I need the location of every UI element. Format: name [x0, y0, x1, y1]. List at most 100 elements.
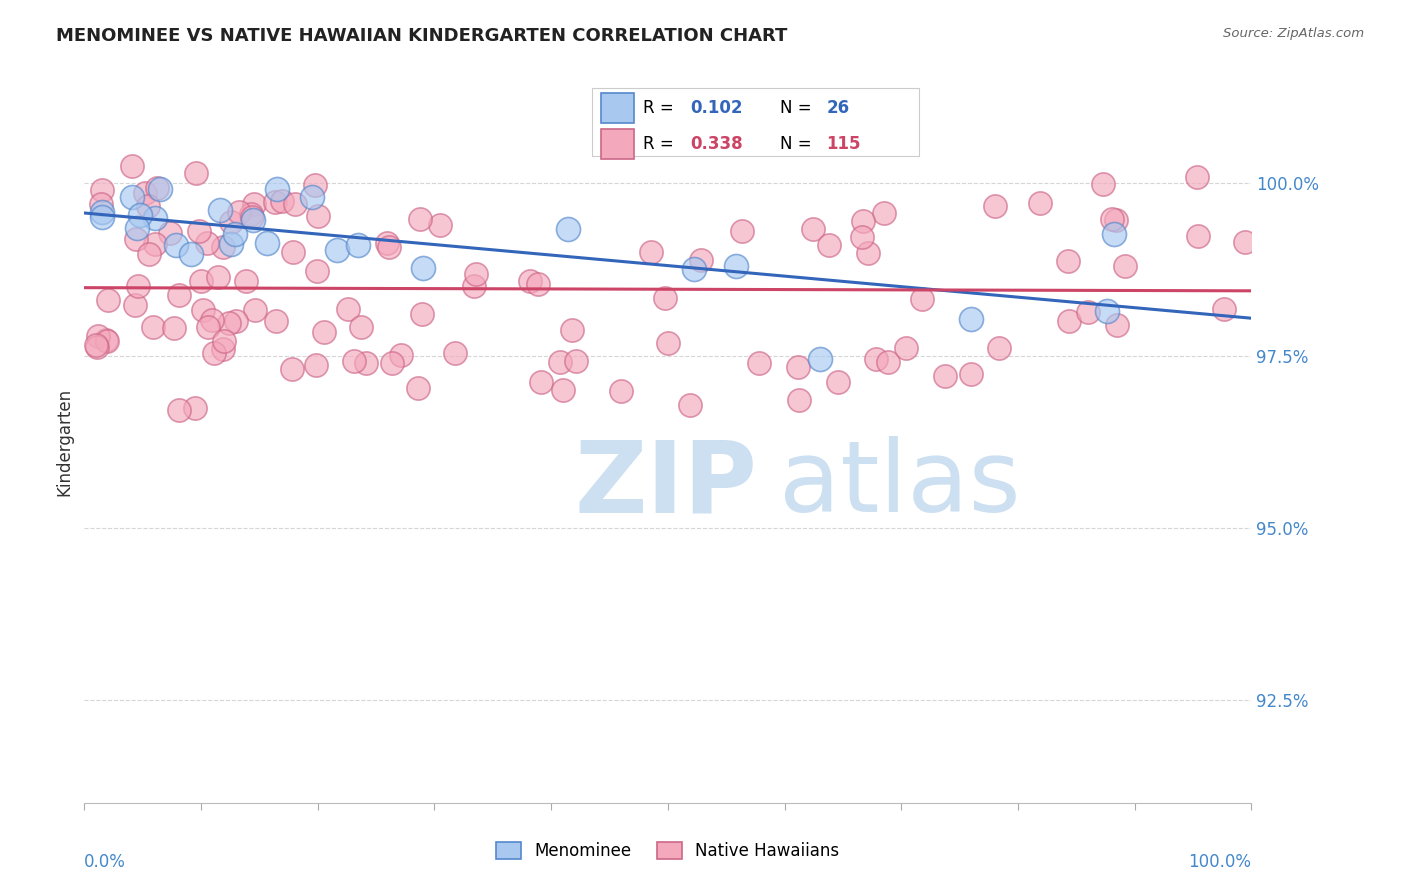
Point — [142, 319, 165, 334]
Point — [564, 353, 586, 368]
Point — [242, 212, 264, 227]
Point — [305, 263, 328, 277]
Point — [243, 197, 266, 211]
Point — [529, 375, 551, 389]
Point — [184, 166, 207, 180]
Point — [801, 222, 824, 236]
Point — [553, 383, 575, 397]
Point — [202, 346, 225, 360]
Point — [304, 178, 326, 192]
Point — [1095, 304, 1118, 318]
Point — [1104, 212, 1126, 227]
Point — [406, 381, 429, 395]
Point — [894, 342, 917, 356]
Text: N =: N = — [780, 99, 817, 117]
Point — [167, 287, 190, 301]
Point — [865, 352, 887, 367]
Point — [731, 224, 754, 238]
Point — [264, 195, 287, 210]
Point — [336, 301, 359, 316]
Point — [1101, 211, 1123, 226]
Point — [301, 190, 323, 204]
Point — [683, 261, 706, 276]
Point — [725, 259, 748, 273]
Point — [787, 392, 810, 407]
Point — [464, 267, 486, 281]
Point — [808, 351, 831, 366]
Point — [1187, 229, 1209, 244]
Point — [1185, 170, 1208, 185]
Point — [873, 206, 896, 220]
Point — [548, 354, 571, 368]
Point — [911, 292, 934, 306]
Point — [858, 245, 880, 260]
Point — [180, 247, 202, 261]
Point — [90, 210, 112, 224]
Text: 0.0%: 0.0% — [84, 854, 127, 871]
Point — [561, 323, 583, 337]
Point — [284, 197, 307, 211]
Point — [84, 338, 107, 352]
Point — [378, 240, 401, 254]
Point — [167, 403, 190, 417]
Point — [748, 356, 770, 370]
Point — [86, 329, 108, 343]
Text: N =: N = — [780, 135, 817, 153]
Point — [960, 311, 983, 326]
Point — [307, 209, 329, 223]
Point — [212, 342, 235, 356]
Point — [187, 224, 209, 238]
Point — [851, 230, 873, 244]
Point — [347, 238, 370, 252]
Point — [219, 215, 242, 229]
Text: R =: R = — [644, 99, 679, 117]
FancyBboxPatch shape — [592, 87, 918, 156]
Point — [97, 293, 120, 308]
Point — [429, 218, 451, 232]
Point — [305, 358, 328, 372]
Point — [195, 235, 218, 250]
Point — [207, 269, 229, 284]
Text: 100.0%: 100.0% — [1188, 854, 1251, 871]
FancyBboxPatch shape — [602, 128, 634, 159]
Point — [343, 354, 366, 368]
Point — [197, 319, 219, 334]
Point — [1233, 235, 1256, 249]
Legend: Menominee, Native Hawaiians: Menominee, Native Hawaiians — [489, 835, 846, 867]
Y-axis label: Kindergarten: Kindergarten — [55, 387, 73, 496]
Point — [124, 298, 146, 312]
Point — [877, 355, 900, 369]
Point — [143, 211, 166, 225]
Point — [389, 348, 412, 362]
Point — [350, 320, 373, 334]
Point — [312, 325, 335, 339]
Point — [988, 341, 1011, 355]
Point — [266, 314, 288, 328]
Point — [527, 277, 550, 291]
Point — [211, 240, 233, 254]
Point — [138, 247, 160, 261]
Text: ZIP: ZIP — [575, 436, 758, 533]
Point — [411, 306, 433, 320]
Point — [209, 202, 232, 217]
Point — [240, 207, 263, 221]
Text: MENOMINEE VS NATIVE HAWAIIAN KINDERGARTEN CORRELATION CHART: MENOMINEE VS NATIVE HAWAIIAN KINDERGARTE… — [56, 27, 787, 45]
Point — [149, 181, 172, 195]
Point — [412, 261, 434, 276]
Point — [143, 236, 166, 251]
Point — [827, 376, 849, 390]
Point — [557, 222, 579, 236]
Point — [852, 213, 875, 227]
Point — [934, 369, 956, 384]
Point — [690, 253, 713, 268]
Point — [165, 238, 187, 252]
Text: 26: 26 — [827, 99, 849, 117]
Point — [266, 182, 288, 196]
Text: R =: R = — [644, 135, 679, 153]
Point — [408, 211, 430, 226]
Point — [679, 398, 702, 412]
Point — [225, 314, 247, 328]
Point — [127, 278, 149, 293]
Point — [235, 274, 257, 288]
Point — [134, 186, 156, 200]
